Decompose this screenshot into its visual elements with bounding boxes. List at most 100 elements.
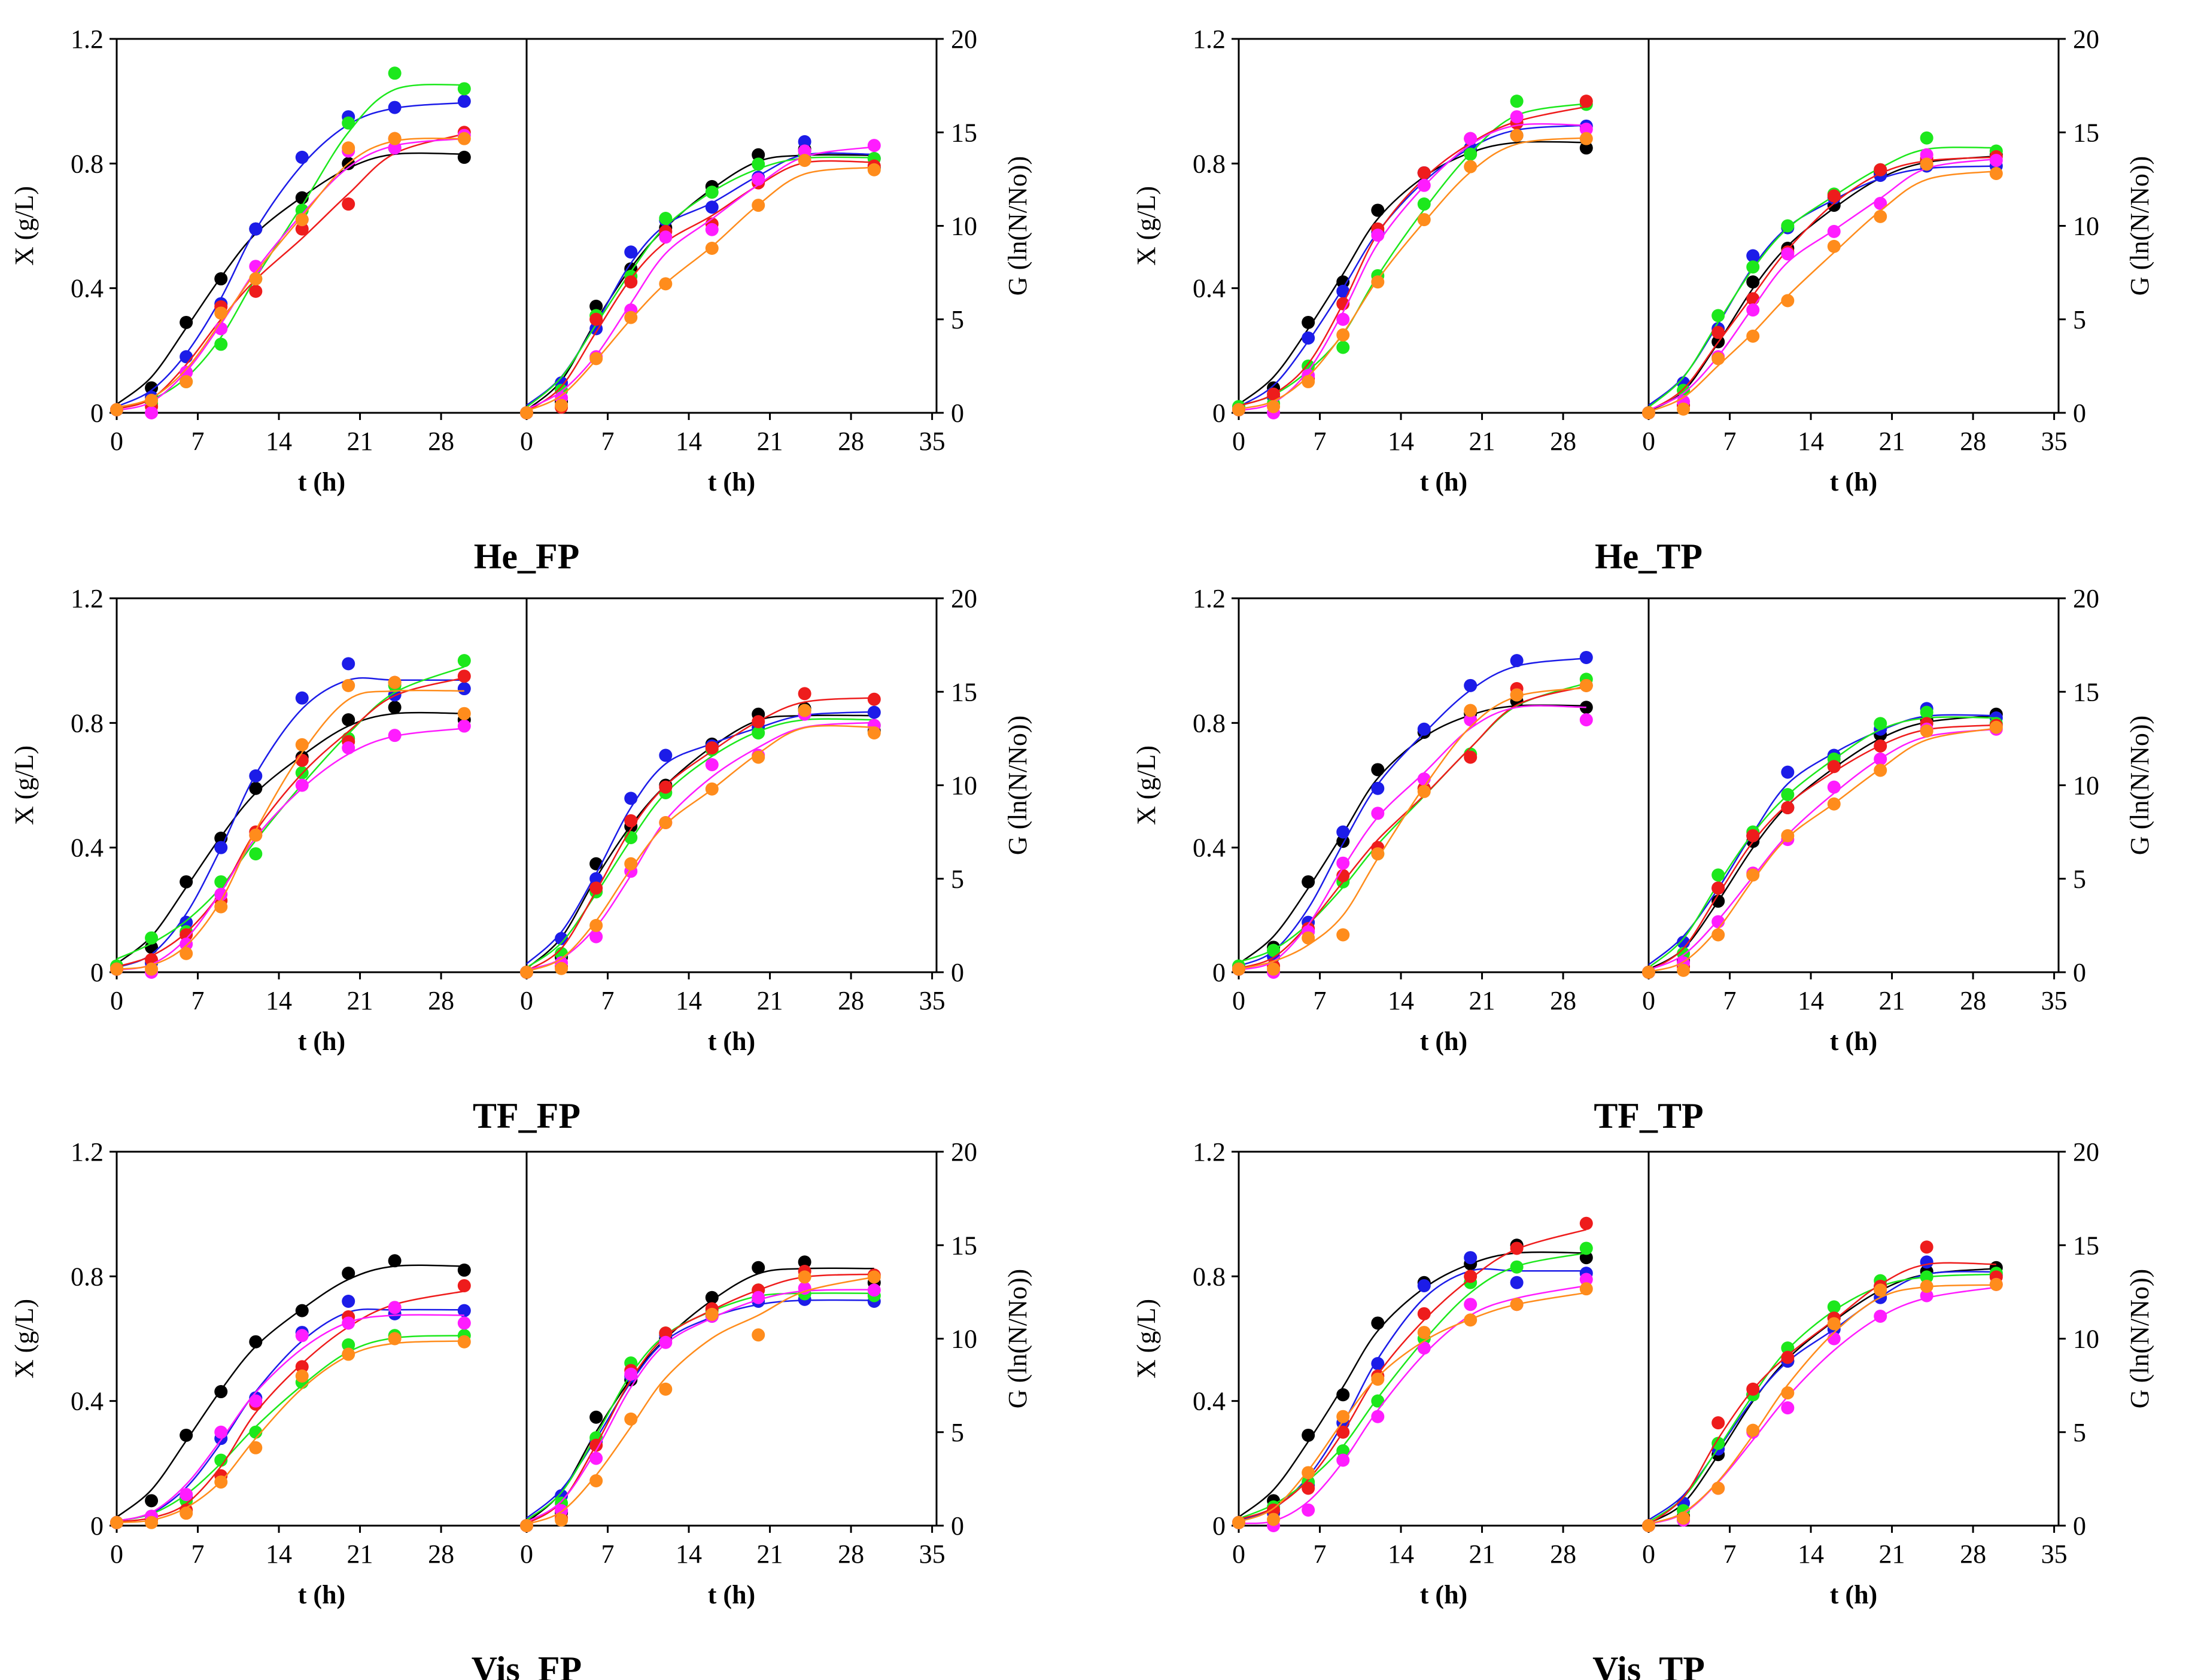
- fit-line-g-orange: [1648, 1284, 1996, 1525]
- fit-line-green: [116, 1335, 464, 1522]
- y2-tick-label: 10: [951, 212, 977, 241]
- data-point-g-blue: [624, 245, 638, 259]
- x-tick-label: 28: [1550, 1539, 1576, 1569]
- y-tick-label: 1.2: [71, 584, 104, 613]
- data-point-g-red: [867, 692, 881, 706]
- data-point-green: [1417, 197, 1431, 211]
- fit-line-g-blue: [526, 711, 874, 964]
- fit-line-g-orange: [526, 725, 874, 972]
- x-tick-label: 14: [266, 1539, 292, 1569]
- data-point-orange: [1336, 1410, 1350, 1423]
- x-tick-label: 28: [1550, 986, 1576, 1015]
- data-point-blue: [214, 841, 228, 854]
- fit-line-magenta: [116, 1314, 464, 1522]
- data-point-g-orange: [752, 1328, 765, 1342]
- x-tick-label: 0: [110, 427, 123, 456]
- data-point-magenta: [1336, 312, 1350, 326]
- fit-line-g-red: [526, 697, 874, 972]
- data-point-blue: [1371, 781, 1385, 795]
- data-point-magenta: [388, 1301, 402, 1314]
- data-point-g-orange: [624, 311, 638, 324]
- data-point-blue: [457, 682, 471, 696]
- fit-line-green: [116, 83, 464, 409]
- data-point-g-blue: [1920, 1255, 1933, 1269]
- data-point-g-orange: [589, 352, 603, 366]
- fit-line-magenta: [116, 138, 464, 412]
- data-point-magenta: [342, 1316, 355, 1330]
- fit-line-g-black: [526, 714, 874, 969]
- data-point-g-green: [1920, 131, 1933, 145]
- x-tick-label: 28: [428, 427, 454, 456]
- data-point-g-red: [1746, 292, 1760, 306]
- data-point-orange: [1302, 1466, 1315, 1480]
- x-tick-label: 7: [1723, 986, 1737, 1015]
- data-point-g-orange: [867, 726, 881, 739]
- data-point-green: [145, 931, 159, 945]
- fit-line-orange: [116, 1340, 464, 1524]
- fit-line-g-black: [1648, 714, 1996, 970]
- data-point-g-magenta: [1989, 154, 2003, 168]
- x-tick-label: 14: [1388, 1539, 1414, 1569]
- data-point-black: [388, 1254, 402, 1268]
- data-point-g-magenta: [589, 1451, 603, 1465]
- panel-title: He_TP: [1595, 537, 1703, 576]
- data-point-g-blue: [867, 705, 881, 719]
- data-point-magenta: [1464, 1298, 1478, 1311]
- data-point-blue: [295, 691, 309, 705]
- data-point-orange: [342, 141, 355, 155]
- data-point-orange: [110, 1515, 123, 1529]
- data-point-g-orange: [1827, 797, 1841, 811]
- data-point-green: [214, 337, 228, 351]
- y2-tick-label: 5: [2073, 1418, 2086, 1447]
- y-tick-label: 0.8: [71, 708, 104, 738]
- data-point-g-orange: [705, 1307, 719, 1321]
- data-point-red: [1464, 750, 1478, 764]
- x-tick-label: 21: [757, 1539, 783, 1569]
- fit-line-g-blue: [526, 1299, 874, 1519]
- data-point-g-magenta: [1781, 1401, 1795, 1415]
- y-tick-label: 0.8: [1193, 708, 1226, 738]
- x-tick-label: 14: [1798, 1539, 1824, 1569]
- fit-line-blue: [116, 1308, 464, 1522]
- data-point-g-magenta: [659, 1335, 673, 1349]
- data-point-red: [1417, 166, 1431, 179]
- data-point-g-magenta: [589, 930, 603, 944]
- data-point-magenta: [1579, 1273, 1593, 1286]
- x-tick-label: 28: [838, 1539, 864, 1569]
- data-point-g-red: [1874, 739, 1887, 753]
- y2-axis-label: G (ln(N/No)): [1003, 716, 1032, 855]
- x-tick-label: 21: [347, 986, 373, 1015]
- data-point-blue: [1510, 1276, 1524, 1289]
- data-point-g-orange: [1746, 329, 1760, 343]
- x-tick-label: 0: [520, 986, 533, 1015]
- data-point-g-orange: [1874, 1283, 1887, 1297]
- data-point-g-orange: [1642, 1519, 1655, 1532]
- data-point-black: [145, 941, 159, 954]
- data-point-g-magenta: [1781, 247, 1795, 261]
- data-point-black: [457, 1263, 471, 1277]
- data-point-blue: [388, 101, 402, 114]
- data-point-g-red: [1827, 760, 1841, 774]
- data-point-orange: [295, 213, 309, 227]
- data-point-green: [1510, 1260, 1524, 1274]
- x-tick-label: 14: [1388, 427, 1414, 456]
- data-point-g-orange: [659, 816, 673, 829]
- data-point-magenta: [214, 887, 228, 901]
- data-point-orange: [1464, 1313, 1478, 1327]
- y-tick-label: 0.8: [1193, 149, 1226, 178]
- x-axis-label: t (h): [1420, 467, 1467, 497]
- x-tick-label: 21: [1879, 986, 1905, 1015]
- y2-tick-label: 10: [2073, 771, 2099, 801]
- data-point-orange: [145, 1515, 159, 1529]
- data-point-magenta: [457, 719, 471, 733]
- data-point-black: [1371, 203, 1385, 217]
- data-point-orange: [1579, 1282, 1593, 1296]
- data-point-g-magenta: [705, 758, 719, 772]
- data-point-g-blue: [798, 135, 811, 148]
- data-point-magenta: [295, 1329, 309, 1343]
- x-tick-label: 28: [1960, 986, 1986, 1015]
- data-point-g-green: [1711, 1436, 1725, 1450]
- data-point-g-orange: [1781, 1386, 1795, 1400]
